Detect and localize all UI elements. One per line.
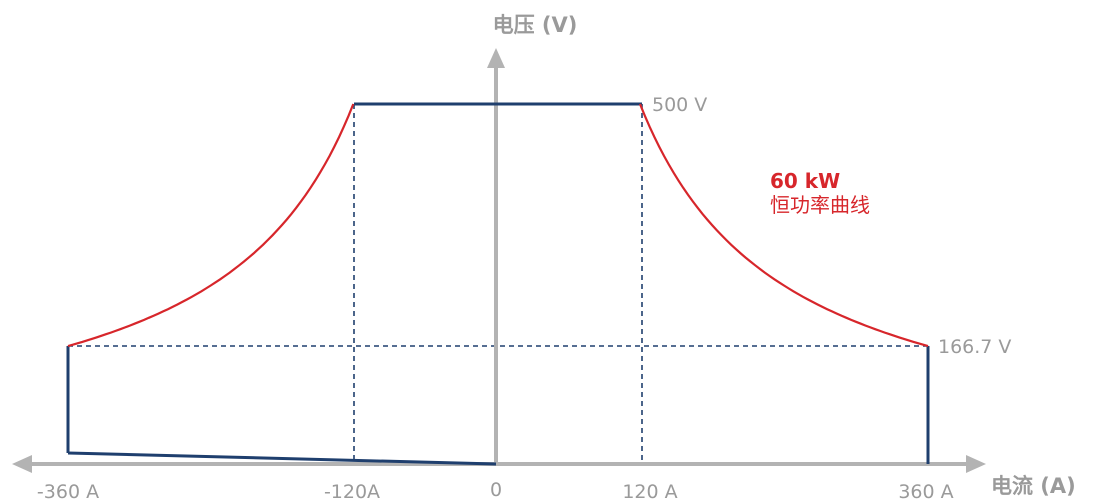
power-rating-label: 60 kW	[770, 169, 840, 193]
constant-power-curve-right	[638, 103, 929, 348]
envelope-sink-bottom-line	[67, 451, 497, 466]
x-axis-arrow-left-icon	[12, 455, 32, 473]
operating-envelope	[66, 102, 930, 466]
x-tick-label: 360 A	[898, 481, 953, 500]
y-axis-title: 电压 (V)	[493, 13, 578, 37]
x-tick-label: 0	[490, 479, 502, 500]
x-tick-label: -120A	[324, 481, 380, 500]
x-tick-labels: -360 A -120A 0 120 A 360 A	[37, 479, 954, 500]
y-tick-label-max-voltage: 500 V	[652, 94, 707, 116]
y-axis-arrow-up-icon	[487, 48, 505, 68]
constant-power-curves	[67, 103, 929, 348]
x-axis-arrow-right-icon	[966, 455, 986, 473]
axes	[12, 48, 986, 473]
y-tick-labels: 500 V 166.7 V	[652, 94, 1011, 358]
x-axis-title: 电流 (A)	[991, 474, 1076, 498]
constant-power-curve-label: 恒功率曲线	[770, 193, 870, 217]
constant-power-curve-left	[67, 103, 355, 348]
x-tick-label: 120 A	[622, 481, 677, 500]
x-tick-label: -360 A	[37, 481, 99, 500]
y-tick-label-min-voltage: 166.7 V	[938, 336, 1011, 358]
guide-lines	[68, 104, 928, 463]
